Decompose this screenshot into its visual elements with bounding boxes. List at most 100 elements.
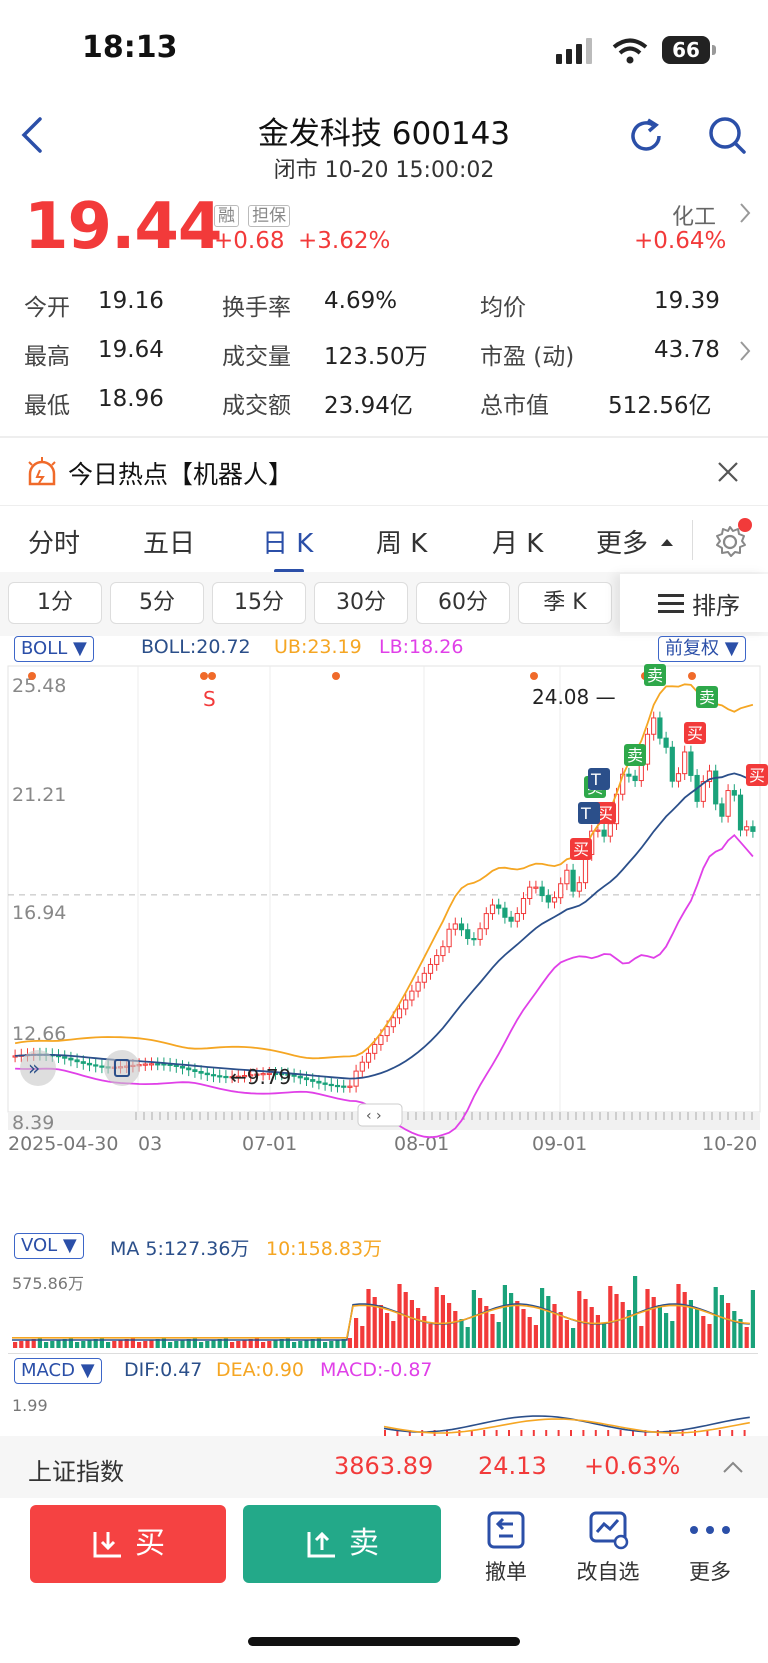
volume-bar: [217, 1339, 222, 1348]
sector-change: +0.64%: [634, 228, 727, 254]
index-bar[interactable]: [0, 1436, 768, 1498]
pe-label[interactable]: 市盈 (动): [480, 344, 575, 370]
macd-bar: [458, 1430, 461, 1436]
period-60min[interactable]: 60分: [416, 582, 510, 624]
candle-body: [514, 913, 520, 922]
event-dot: [28, 672, 36, 680]
candle-body: [291, 1074, 297, 1077]
boll-ub-value: UB:23.19: [274, 636, 362, 658]
volume-bar: [416, 1308, 421, 1348]
sell-button[interactable]: 卖: [243, 1505, 441, 1583]
caret-up-icon[interactable]: [660, 537, 674, 547]
macd-bar: [384, 1430, 386, 1436]
buy-marker: 买: [597, 804, 613, 823]
chevron-right-icon[interactable]: [738, 340, 752, 362]
collateral-tag[interactable]: 担保: [248, 205, 291, 227]
cancel-order-icon[interactable]: [486, 1510, 526, 1550]
volume-bar: [174, 1341, 179, 1348]
max-price-label: 24.08 —: [532, 685, 616, 709]
macd-bar: [408, 1430, 411, 1436]
boll-selector[interactable]: BOLL ▼: [14, 636, 94, 662]
event-dot: [332, 672, 340, 680]
candle-body: [508, 916, 514, 922]
divider: [8, 1353, 758, 1354]
candle-body: [403, 999, 409, 1010]
vol-selector[interactable]: VOL ▼: [14, 1233, 84, 1259]
volume-chart: [12, 1276, 755, 1348]
volume-bar: [62, 1339, 67, 1348]
candle-body: [632, 775, 638, 782]
candle-body: [93, 1064, 99, 1067]
macd-bar: [694, 1430, 696, 1436]
chevron-up-icon[interactable]: [722, 1460, 744, 1474]
sort-label[interactable]: 排序: [692, 592, 740, 620]
margin-tag[interactable]: 融: [214, 205, 239, 227]
candle-body: [440, 946, 446, 957]
cancel-order-label[interactable]: 撤单: [485, 1560, 527, 1584]
sort-area[interactable]: [620, 574, 768, 632]
chevron-right-icon[interactable]: [738, 202, 752, 224]
scroll-left-control: [20, 1050, 56, 1086]
close-icon[interactable]: [716, 460, 740, 484]
refresh-icon[interactable]: [626, 116, 666, 156]
period-quarter-k[interactable]: 季 K: [518, 582, 612, 624]
hotspot-text[interactable]: 今日热点【机器人】: [68, 460, 294, 489]
macd-bar: [718, 1430, 721, 1436]
sell-label: 卖: [349, 1526, 379, 1561]
pe-value[interactable]: 43.78: [654, 337, 720, 363]
sector-name[interactable]: 化工: [672, 205, 717, 230]
volume-bar: [118, 1340, 123, 1348]
turnover-label: 换手率: [222, 295, 291, 321]
period-30min[interactable]: 30分: [314, 582, 408, 624]
tab-more[interactable]: 更多: [596, 529, 649, 559]
volume-bar: [137, 1342, 142, 1348]
tab-five-day[interactable]: 五日: [143, 529, 196, 559]
candle-body: [210, 1074, 217, 1077]
period-1min[interactable]: 1分: [8, 582, 102, 624]
tab-indicator: [274, 569, 304, 573]
candle-body: [750, 826, 756, 832]
candle-body: [427, 963, 434, 974]
period-15min[interactable]: 15分: [212, 582, 306, 624]
buy-marker: 买: [749, 766, 765, 785]
list-icon[interactable]: [658, 593, 684, 615]
watchlist-icon[interactable]: [588, 1510, 630, 1550]
candle-body: [489, 904, 496, 915]
candle-body: [725, 790, 731, 817]
period-5min[interactable]: 5分: [110, 582, 204, 624]
volume-bar: [595, 1315, 600, 1348]
x-tick-label: 2025-04-30: [8, 1133, 118, 1155]
search-icon[interactable]: [706, 114, 748, 156]
trade-t-marker: T: [590, 770, 601, 789]
more-icon[interactable]: [688, 1524, 732, 1536]
volume-bar: [502, 1285, 507, 1348]
volume-bar: [726, 1303, 731, 1348]
buy-marker-bg: [684, 722, 706, 744]
trade-t-marker-bg: [578, 802, 600, 824]
gear-icon[interactable]: [712, 524, 748, 560]
index-pct: +0.63%: [584, 1452, 681, 1480]
candle-body: [415, 981, 421, 992]
y-tick-label: 8.39: [12, 1112, 54, 1134]
drag-handle-icon: ‹ ›: [366, 1108, 382, 1124]
tab-monthly-k[interactable]: 月 K: [492, 529, 544, 559]
candle-body: [303, 1077, 310, 1081]
macd-selector[interactable]: MACD ▼: [14, 1358, 102, 1384]
adjust-selector[interactable]: 前复权 ▼: [658, 636, 746, 662]
volume-bar: [478, 1298, 483, 1348]
macd-bar: [706, 1430, 709, 1436]
candle-body: [328, 1083, 334, 1087]
watchlist-label[interactable]: 改自选: [576, 1560, 640, 1584]
tab-intraday[interactable]: 分时: [28, 529, 81, 559]
volume-bar: [13, 1342, 18, 1348]
back-icon[interactable]: [18, 115, 48, 155]
price-change-pct: +3.62%: [298, 228, 391, 254]
tab-daily-k[interactable]: 日 K: [262, 529, 314, 559]
volume-bar: [750, 1290, 755, 1348]
buy-button[interactable]: 买: [30, 1505, 226, 1583]
volume-bar: [360, 1326, 365, 1348]
candle-body: [248, 1074, 254, 1077]
tab-weekly-k[interactable]: 周 K: [376, 529, 428, 559]
more-label[interactable]: 更多: [689, 1560, 731, 1584]
